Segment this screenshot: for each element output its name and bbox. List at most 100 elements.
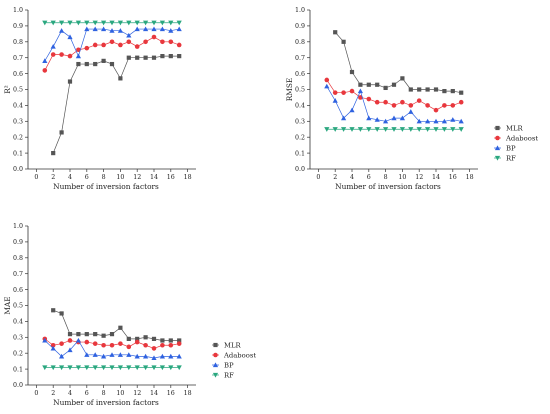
data-point-bp: [176, 26, 182, 32]
data-point-rf: [50, 20, 56, 26]
data-point-adaboost: [50, 342, 56, 348]
x-tick-label: 18: [184, 390, 192, 397]
data-point-bp: [109, 352, 115, 357]
data-point-mlr: [109, 61, 115, 67]
data-point-mlr: [366, 82, 371, 87]
x-tick-label: 10: [116, 390, 124, 397]
data-point-bp: [126, 352, 132, 357]
data-point-bp: [159, 26, 165, 32]
data-point-bp: [42, 58, 48, 63]
data-point-mlr: [143, 55, 148, 60]
data-point-bp: [433, 118, 439, 124]
data-point-adaboost: [450, 103, 456, 108]
series-adaboost: [324, 77, 464, 113]
data-point-adaboost: [442, 103, 447, 108]
x-tick-label: 2: [333, 174, 337, 181]
data-point-rf: [159, 365, 165, 371]
y-tick-label: 0.4: [13, 319, 23, 326]
legend-marker-bp: [494, 145, 501, 151]
x-tick-label: 16: [449, 174, 457, 181]
data-point-bp: [450, 117, 456, 122]
data-point-bp: [134, 26, 140, 32]
data-point-mlr: [59, 130, 64, 135]
data-point-mlr: [333, 30, 338, 35]
data-point-rf: [92, 20, 98, 26]
data-point-bp: [92, 26, 98, 32]
data-point-rf: [42, 20, 48, 26]
data-point-adaboost: [134, 339, 140, 345]
series-line-mlr: [52, 55, 180, 154]
x-tick-label: 14: [150, 390, 158, 397]
data-point-bp: [75, 337, 81, 343]
data-point-adaboost: [433, 107, 439, 113]
series-rf: [324, 127, 464, 132]
data-point-bp: [109, 28, 115, 33]
data-point-mlr: [442, 88, 447, 94]
chart-panel-1: 0.0 0.1 0.2 0.3 0.4 0.5 0.6 0.7 0.8 0.9 1.0 0 2 4 6 8 10…: [3, 7, 196, 191]
data-point-rf: [84, 20, 90, 26]
data-point-bp: [59, 28, 65, 33]
data-point-mlr: [383, 85, 388, 91]
data-point-mlr: [101, 333, 106, 338]
y-tick-label: 0.3: [13, 335, 23, 342]
data-point-bp: [332, 98, 338, 103]
chart-panel-3: 0.0 0.1 0.2 0.3 0.4 0.5 0.6 0.7 0.8 0.9 1.0 0 2 4 6 8 10…: [3, 223, 256, 407]
data-point-rf: [143, 365, 149, 371]
x-tick-label: 8: [102, 390, 106, 397]
data-point-rf: [357, 127, 363, 132]
data-point-rf: [143, 20, 149, 26]
y-tick-label: 0.9: [295, 23, 305, 30]
data-point-bp: [67, 347, 73, 353]
x-tick-label: 6: [85, 390, 89, 397]
x-tick-label: 12: [133, 174, 141, 181]
y-tick-label: 0.2: [295, 134, 305, 141]
y-tick-label: 0.4: [13, 103, 23, 110]
legend-marker-adaboost: [213, 352, 218, 358]
y-tick-label: 0.3: [295, 119, 305, 126]
data-point-mlr: [76, 332, 81, 337]
x-tick-label: 2: [51, 174, 55, 181]
data-point-rf: [383, 127, 389, 132]
data-point-rf: [101, 365, 107, 371]
data-point-rf: [117, 365, 123, 371]
data-point-adaboost: [134, 44, 140, 49]
data-point-mlr: [160, 54, 165, 59]
y-tick-label: 0.0: [13, 166, 23, 173]
data-point-rf: [59, 365, 65, 371]
data-point-adaboost: [126, 39, 132, 45]
data-point-rf: [75, 365, 81, 371]
data-point-adaboost: [176, 341, 182, 346]
data-point-adaboost: [118, 341, 123, 346]
legend-label-adaboost: Adaboost: [505, 134, 538, 142]
data-point-adaboost: [42, 68, 48, 73]
data-point-adaboost: [143, 342, 148, 348]
data-point-bp: [168, 353, 174, 359]
data-point-adaboost: [366, 96, 372, 102]
data-point-mlr: [84, 332, 89, 337]
data-point-mlr: [349, 69, 355, 75]
data-point-mlr: [168, 338, 173, 343]
x-tick-label: 6: [85, 174, 89, 181]
legend-marker-rf: [494, 155, 501, 161]
legend-label-mlr: MLR: [506, 124, 523, 132]
data-point-rf: [42, 365, 48, 371]
legend-label-bp: BP: [506, 144, 516, 152]
data-point-adaboost: [151, 346, 157, 351]
x-tick-label: 10: [398, 174, 406, 181]
legend-panel-3: MLR Adaboost BP RF: [212, 341, 256, 379]
data-point-bp: [84, 352, 90, 357]
data-point-adaboost: [92, 42, 98, 48]
y-tick-label: 0.4: [295, 103, 305, 110]
legend-label-rf: RF: [224, 371, 234, 379]
y-tick-label: 0.6: [295, 71, 305, 78]
data-point-mlr: [341, 39, 346, 44]
data-point-mlr: [425, 87, 430, 92]
legend-marker-mlr: [495, 125, 500, 131]
data-point-rf: [168, 20, 174, 26]
data-point-adaboost: [168, 342, 174, 348]
data-point-rf: [126, 20, 132, 26]
data-point-mlr: [101, 58, 106, 63]
x-tick-label: 16: [167, 174, 175, 181]
legend-marker-adaboost: [495, 135, 500, 141]
data-point-adaboost: [101, 42, 106, 48]
